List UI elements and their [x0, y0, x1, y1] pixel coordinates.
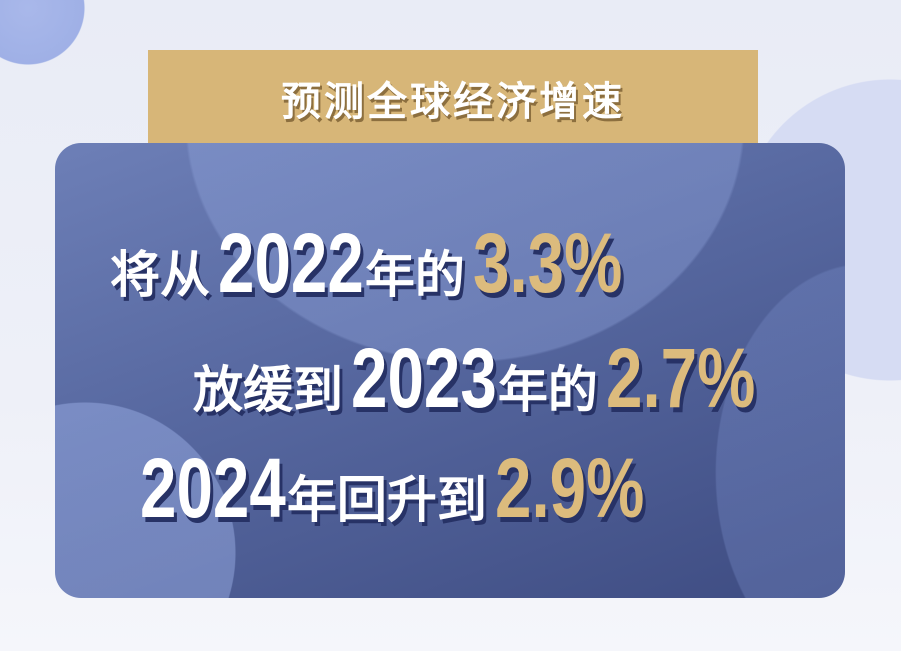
line-middle: 年回升到: [286, 471, 487, 529]
growth-value: 2.7%: [605, 331, 756, 425]
title-banner: 预测全球经济增速: [148, 50, 758, 145]
line-middle: 年的: [497, 361, 598, 419]
growth-value: 2.9%: [494, 441, 645, 535]
line-prefix: 放缓到: [193, 361, 343, 419]
forecast-line-2023: 放缓到 2023 年的 2.7%: [193, 330, 757, 427]
page-title: 预测全球经济增速: [281, 78, 625, 125]
forecast-card: [55, 143, 845, 598]
line-middle: 年的: [364, 246, 465, 304]
line-prefix: 将从: [110, 246, 210, 304]
growth-value: 3.3%: [472, 216, 623, 310]
forecast-line-2022: 将从 2022 年的 3.3%: [110, 215, 624, 312]
forecast-line-2024: 2024 年回升到 2.9%: [140, 440, 646, 537]
year: 2022: [218, 216, 364, 310]
year: 2023: [351, 331, 497, 425]
year: 2024: [140, 441, 286, 535]
